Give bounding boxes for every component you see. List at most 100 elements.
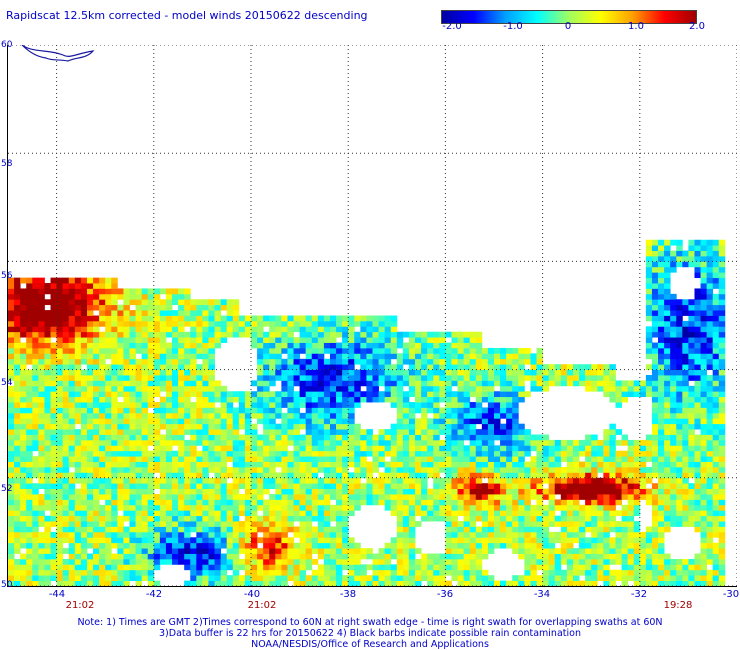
wind-cell xyxy=(305,407,313,414)
wind-cell xyxy=(360,472,367,479)
wind-cell xyxy=(251,569,258,576)
wind-cell xyxy=(32,320,39,327)
wind-cell xyxy=(257,396,264,403)
wind-cell xyxy=(305,423,313,430)
wind-cell xyxy=(184,310,191,316)
wind-cell xyxy=(56,310,64,316)
wind-cell xyxy=(62,429,70,435)
wind-cell xyxy=(518,553,525,560)
wind-cell xyxy=(354,466,361,473)
wind-cell xyxy=(336,548,343,554)
wind-cell xyxy=(244,558,252,565)
wind-cell xyxy=(220,385,228,392)
wind-cell xyxy=(360,439,367,446)
wind-cell xyxy=(299,315,307,322)
wind-cell xyxy=(238,558,246,565)
wind-cell xyxy=(639,564,647,571)
wind-cell xyxy=(427,429,434,435)
wind-cell xyxy=(323,553,331,560)
wind-cell xyxy=(366,353,373,360)
wind-cell xyxy=(633,542,641,549)
wind-cell xyxy=(645,304,653,311)
wind-cell xyxy=(433,342,440,349)
wind-cell xyxy=(366,391,373,398)
wind-cell xyxy=(670,364,677,370)
wind-cell xyxy=(141,407,149,414)
wind-cell xyxy=(530,472,537,479)
wind-cell xyxy=(165,504,173,511)
wind-cell xyxy=(68,358,76,365)
wind-cell xyxy=(548,542,556,549)
wind-cell xyxy=(287,429,294,435)
wind-cell xyxy=(597,569,604,576)
wind-cell xyxy=(481,380,489,387)
wind-cell xyxy=(50,510,57,517)
wind-cell xyxy=(670,261,677,268)
wind-cell xyxy=(621,456,629,462)
wind-cell xyxy=(80,391,88,398)
wind-cell xyxy=(463,337,471,343)
wind-cell xyxy=(512,521,519,527)
wind-cell xyxy=(615,472,622,479)
wind-cell xyxy=(518,364,525,370)
wind-cell xyxy=(281,320,288,327)
wind-cell xyxy=(348,331,355,338)
wind-cell xyxy=(415,575,422,581)
wind-cell xyxy=(408,423,416,430)
wind-cell xyxy=(378,364,386,370)
wind-cell xyxy=(536,510,543,517)
wind-cell xyxy=(676,255,683,262)
wind-cell xyxy=(99,434,106,441)
wind-cell xyxy=(445,439,452,446)
wind-cell xyxy=(603,537,610,544)
wind-cell xyxy=(439,445,446,452)
wind-cell xyxy=(93,521,100,527)
wind-cell xyxy=(147,412,155,419)
wind-cell xyxy=(153,429,161,435)
wind-cell xyxy=(627,548,635,554)
wind-cell xyxy=(141,542,149,549)
wind-cell xyxy=(415,466,422,473)
wind-cell xyxy=(366,548,373,554)
wind-cell xyxy=(384,466,392,473)
wind-cell xyxy=(524,483,531,490)
wind-cell xyxy=(117,375,124,381)
wind-cell xyxy=(80,526,88,533)
wind-cell xyxy=(506,526,513,533)
wind-cell xyxy=(208,310,215,316)
wind-cell xyxy=(80,521,88,527)
wind-cell xyxy=(506,537,513,544)
wind-cell xyxy=(299,423,307,430)
wind-cell xyxy=(451,331,458,338)
wind-cell xyxy=(402,456,410,462)
wind-cell xyxy=(141,310,149,316)
wind-cell xyxy=(263,369,270,376)
wind-cell xyxy=(536,564,543,571)
wind-cell xyxy=(50,353,57,360)
wind-cell xyxy=(159,521,167,527)
wind-cell xyxy=(682,450,689,457)
wind-cell xyxy=(469,456,477,462)
wind-cell xyxy=(50,320,57,327)
wind-cell xyxy=(111,347,118,354)
wind-cell xyxy=(445,358,452,365)
wind-cell xyxy=(74,326,82,333)
wind-cell xyxy=(117,385,124,392)
wind-cell xyxy=(74,504,82,511)
wind-cell xyxy=(329,326,337,333)
wind-cell xyxy=(408,402,416,408)
wind-cell xyxy=(329,315,337,322)
wind-cell xyxy=(645,250,653,257)
wind-cell xyxy=(651,434,659,441)
wind-cell xyxy=(26,407,33,414)
wind-cell xyxy=(336,380,343,387)
wind-cell xyxy=(56,304,64,311)
wind-cell xyxy=(427,423,434,430)
wind-cell xyxy=(135,337,143,343)
wind-cell xyxy=(396,429,404,435)
wind-cell xyxy=(14,402,21,408)
wind-cell xyxy=(238,564,246,571)
wind-cell xyxy=(147,521,155,527)
wind-cell xyxy=(172,407,179,414)
wind-cell xyxy=(542,369,550,376)
